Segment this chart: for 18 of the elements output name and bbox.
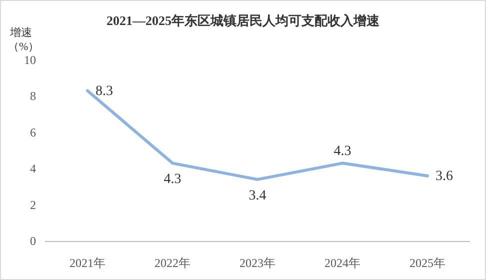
chart-title: 2021—2025年东区城镇居民人均可支配收入增速 [106,13,380,28]
y-tick-label: 2 [30,198,36,212]
x-tick-label: 2021年 [70,256,106,270]
data-label: 8.3 [96,84,113,99]
data-label: 4.3 [334,144,352,160]
y-axis-title: 增速（%） [8,26,40,54]
y-tick-label: 8 [30,89,36,104]
x-tick-label: 2024年 [324,256,360,270]
y-tick-label: 4 [30,162,36,176]
y-tick-label: 6 [30,125,36,140]
data-label: 3.6 [436,168,453,184]
x-tick-label: 2023年 [240,256,276,270]
y-tick-label: 10 [24,53,36,67]
data-label: 3.4 [248,188,266,204]
x-tick-label: 2025年 [410,256,446,270]
y-tick-label: 0 [30,234,36,248]
data-label: 4.3 [164,172,182,188]
x-tick-label: 2022年 [154,256,190,270]
